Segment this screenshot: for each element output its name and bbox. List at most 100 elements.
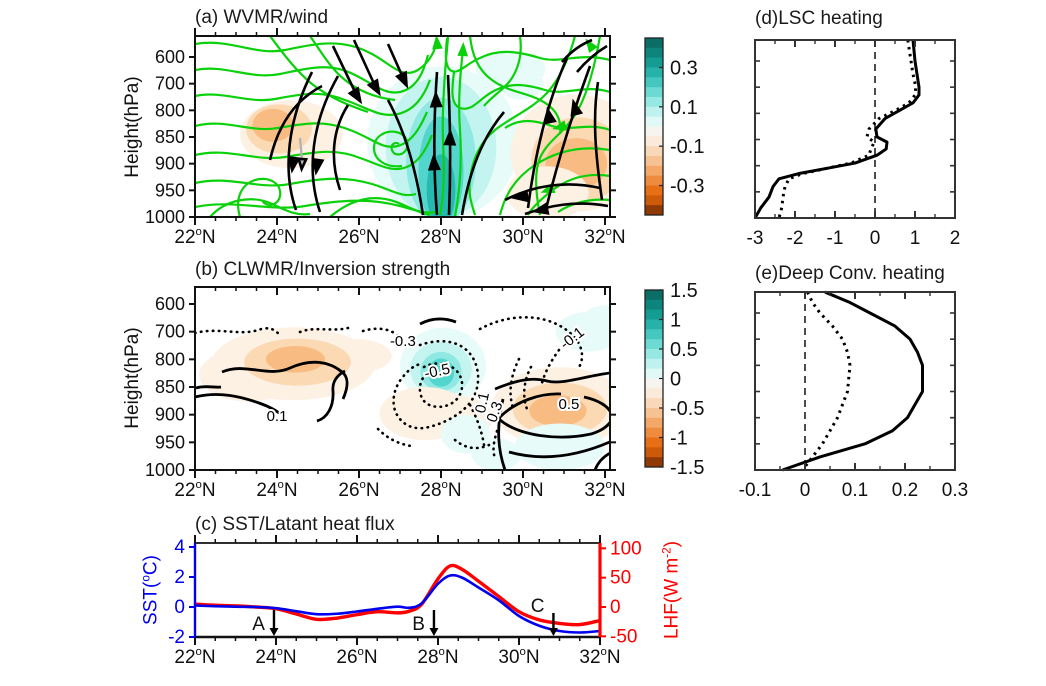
panel-d: -3 -2 -1 0 1 2	[747, 39, 960, 249]
x-tick-label: 0.2	[892, 480, 918, 501]
x-tick-label: 22oN	[174, 479, 215, 501]
x-tick-label: 24oN	[255, 646, 296, 668]
y-tick-label: 900	[155, 154, 185, 174]
colorbar-tick-label: -0.3	[670, 176, 704, 198]
x-tick-label: 32oN	[584, 479, 625, 501]
green-streamline	[209, 198, 311, 217]
green-arrowhead	[552, 120, 568, 131]
colorbar-band	[645, 339, 663, 350]
colorbar-band	[645, 175, 663, 186]
colorbar-band	[645, 205, 663, 216]
y-tick-label: 800	[155, 349, 185, 369]
x-tick-label: 22oN	[174, 226, 215, 248]
colorbar-band	[645, 398, 663, 409]
green-streamline	[237, 177, 282, 217]
colorbar-tick-label: -1	[670, 428, 688, 450]
panel-d-title: (d)LSC heating	[755, 8, 883, 29]
colorbar-band	[645, 378, 663, 389]
black-arrowhead	[427, 153, 441, 171]
solid-contour	[499, 392, 562, 418]
panel-a-streamlines-climatology	[195, 36, 610, 217]
panel-c-title: (c) SST/Latant heat flux	[195, 514, 395, 535]
black-arrowhead	[347, 86, 363, 105]
solid-contour	[494, 371, 610, 391]
colorbar-band	[645, 299, 663, 311]
panel-a-axes: 22oN 24oN 26oN 28oN 30oN 32oN 600 700 800 850 900 9…	[145, 28, 626, 248]
d-dotted-profile	[777, 39, 918, 219]
e-solid-profile	[782, 290, 924, 472]
dotted-contour	[195, 327, 283, 335]
black-streamline	[331, 45, 359, 97]
colorbar-band	[645, 358, 663, 370]
colorbar-band	[645, 38, 663, 49]
dotted-contour	[376, 427, 413, 448]
panel-c: 22oN 24oN 26oN 28oN 30oN 32oN 4 2 0 -2 100 50 0 -50 A B…	[168, 535, 642, 668]
solid-contour	[497, 398, 507, 470]
right-tick-label: 50	[610, 568, 631, 589]
colorbar-band	[645, 126, 663, 137]
shading-region	[498, 67, 544, 100]
contour-label: 0.1	[267, 408, 288, 425]
panel-e-title: (e)Deep Conv. heating	[755, 263, 945, 284]
y-tick-label: 700	[155, 322, 185, 342]
gray-streamline	[298, 137, 304, 161]
left-tick-label: -2	[168, 627, 185, 648]
shading-region	[529, 395, 587, 427]
x-tick-label: 30oN	[502, 226, 543, 248]
marker-label: B	[412, 614, 425, 635]
marker-arrowhead	[548, 628, 558, 636]
solid-contour	[221, 360, 349, 400]
colorbar-band	[645, 408, 663, 419]
colorbar-band	[645, 67, 663, 78]
x-tick-label: 32oN	[579, 646, 620, 668]
black-arrowhead	[429, 90, 443, 108]
marker-label: A	[252, 614, 265, 635]
green-streamline	[309, 36, 396, 102]
x-tick-label: 22oN	[174, 646, 215, 668]
colorbar-band	[645, 116, 663, 127]
dotted-contour	[540, 348, 561, 385]
colorbar-band	[645, 309, 663, 320]
colorbar-band	[645, 165, 663, 177]
right-tick-label: -50	[610, 626, 637, 647]
panel-a-streamlines-anomaly	[268, 38, 609, 216]
green-streamline	[504, 119, 610, 132]
y-tick-label: 700	[155, 74, 185, 94]
marker-arrowhead	[269, 628, 279, 636]
left-tick-label: 0	[174, 597, 185, 618]
x-tick-label: 1	[910, 228, 921, 249]
panel-a-ylabel: Height(hPa)	[122, 76, 143, 178]
axes-box	[754, 291, 956, 471]
shading-region	[514, 423, 605, 470]
x-tick-label: -0.1	[739, 480, 772, 501]
x-tick-label: 26oN	[336, 646, 377, 668]
black-streamline	[561, 38, 593, 63]
colorbar-band	[645, 319, 663, 330]
green-arrowhead	[432, 36, 443, 50]
x-tick-label: 30oN	[502, 479, 543, 501]
colorbar-band	[645, 368, 663, 379]
colorbar-band	[645, 447, 663, 458]
y-tick-label: 900	[155, 405, 185, 425]
panel-c-ylabel-left: SST(oC)	[139, 555, 162, 625]
y-tick-label: 950	[155, 180, 185, 200]
green-streamline	[329, 197, 431, 217]
panel-b-shading	[199, 305, 610, 470]
colorbar-band	[645, 146, 663, 157]
green-arrowhead	[457, 41, 469, 57]
x-tick-label: -3	[747, 228, 764, 249]
dotted-contour	[418, 362, 464, 409]
green-streamline	[468, 36, 562, 135]
left-tick-label: 2	[174, 567, 185, 588]
colorbar-band	[645, 77, 663, 88]
colorbar-band	[645, 97, 663, 108]
black-streamline	[386, 99, 425, 216]
colorbar-band	[645, 329, 663, 340]
black-streamline	[526, 57, 569, 209]
black-arrowhead	[570, 98, 584, 117]
gray-arrowhead	[296, 157, 309, 173]
panel-e: -0.1 0 0.1 0.2 0.3	[739, 290, 968, 501]
e-dotted-profile	[801, 291, 852, 471]
